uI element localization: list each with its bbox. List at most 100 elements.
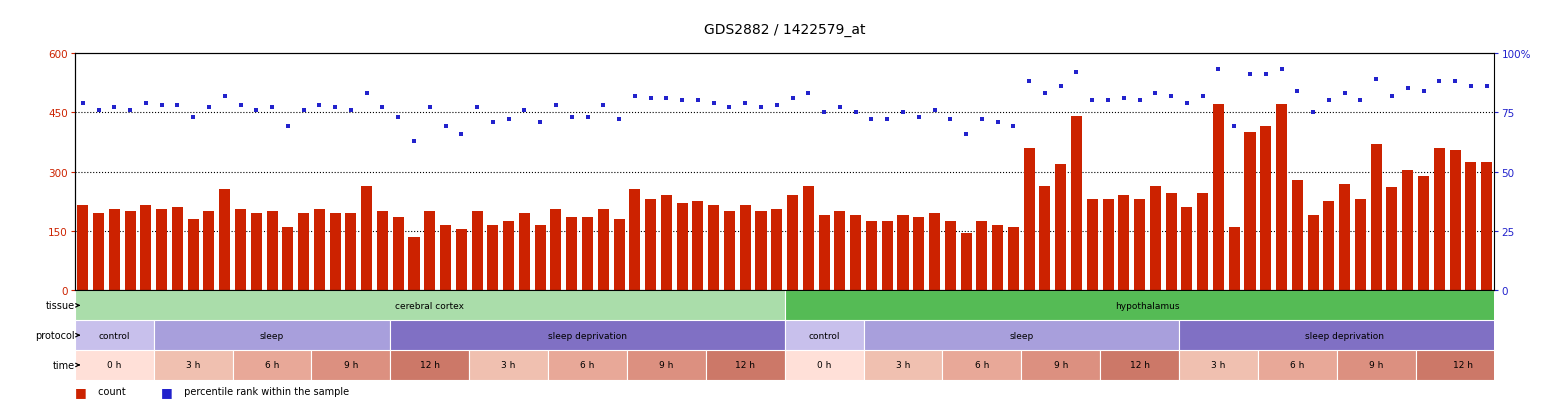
Bar xyxy=(1100,350,1179,380)
Bar xyxy=(1356,200,1367,291)
Text: time: time xyxy=(53,360,75,370)
Bar xyxy=(140,206,151,291)
Point xyxy=(1002,124,1026,131)
Point xyxy=(591,102,616,109)
Bar xyxy=(1181,208,1192,291)
Point xyxy=(654,95,679,102)
Text: 6 h: 6 h xyxy=(1290,361,1304,370)
Bar xyxy=(1008,228,1019,291)
Point xyxy=(1459,83,1484,90)
Point xyxy=(1332,91,1357,97)
Bar xyxy=(788,196,799,291)
Bar xyxy=(1055,164,1065,291)
Bar xyxy=(1023,149,1034,291)
Bar xyxy=(961,233,972,291)
Bar xyxy=(109,210,120,291)
Bar xyxy=(362,186,373,291)
Bar xyxy=(897,216,908,291)
Point xyxy=(449,131,474,138)
Point xyxy=(1474,83,1499,90)
Bar xyxy=(864,350,942,380)
Bar xyxy=(282,228,293,291)
Point xyxy=(401,138,426,145)
Bar xyxy=(785,320,864,350)
Point xyxy=(370,105,395,112)
Point xyxy=(243,107,268,114)
Text: 6 h: 6 h xyxy=(975,361,989,370)
Point xyxy=(1395,86,1420,93)
Bar xyxy=(566,218,577,291)
Bar xyxy=(1165,194,1176,291)
Bar xyxy=(409,237,420,291)
Text: 9 h: 9 h xyxy=(343,361,359,370)
Text: 6 h: 6 h xyxy=(580,361,594,370)
Bar xyxy=(1150,186,1161,291)
Bar xyxy=(440,225,451,291)
Text: sleep: sleep xyxy=(1009,331,1033,340)
Point xyxy=(150,102,175,109)
Point xyxy=(543,102,568,109)
Bar xyxy=(1197,194,1207,291)
Bar xyxy=(1103,200,1114,291)
Point xyxy=(323,105,348,112)
Bar xyxy=(1260,127,1271,291)
Bar xyxy=(1039,186,1050,291)
Bar xyxy=(548,350,627,380)
Bar xyxy=(913,218,924,291)
Point xyxy=(969,117,994,123)
Point xyxy=(558,114,583,121)
Bar xyxy=(1434,149,1445,291)
Bar xyxy=(613,220,624,291)
Text: 3 h: 3 h xyxy=(1211,361,1226,370)
Text: 3 h: 3 h xyxy=(501,361,516,370)
Point xyxy=(842,109,867,116)
Bar xyxy=(1119,196,1129,291)
Bar xyxy=(1418,176,1429,291)
Bar xyxy=(1179,350,1257,380)
Bar xyxy=(187,220,198,291)
Bar xyxy=(1338,184,1349,291)
Bar xyxy=(597,210,608,291)
Point xyxy=(339,107,363,114)
Point xyxy=(354,91,379,97)
Point xyxy=(1301,109,1326,116)
Bar xyxy=(677,204,688,291)
Point xyxy=(1159,93,1184,100)
Point xyxy=(906,114,931,121)
Bar xyxy=(708,206,719,291)
Text: 12 h: 12 h xyxy=(735,361,755,370)
Point xyxy=(181,114,206,121)
Bar xyxy=(390,350,470,380)
Text: percentile rank within the sample: percentile rank within the sample xyxy=(181,387,349,396)
Bar xyxy=(1072,117,1083,291)
Point xyxy=(1175,100,1200,107)
Point xyxy=(1427,79,1452,85)
Point xyxy=(1048,83,1073,90)
Bar xyxy=(627,350,705,380)
Bar xyxy=(629,190,640,291)
Text: sleep: sleep xyxy=(261,331,284,340)
Bar xyxy=(1087,200,1098,291)
Point xyxy=(1190,93,1215,100)
Point xyxy=(938,117,963,123)
Bar xyxy=(1449,150,1460,291)
Text: 3 h: 3 h xyxy=(895,361,909,370)
Point xyxy=(434,124,459,131)
Point xyxy=(1080,98,1104,104)
Bar xyxy=(487,225,498,291)
Point xyxy=(1317,98,1342,104)
Bar xyxy=(236,210,246,291)
Bar xyxy=(1257,350,1337,380)
Text: ■: ■ xyxy=(75,385,87,398)
Bar xyxy=(1276,105,1287,291)
Bar xyxy=(203,212,214,291)
Bar xyxy=(393,218,404,291)
Point xyxy=(576,114,601,121)
Bar xyxy=(930,214,941,291)
Bar xyxy=(835,212,846,291)
Point xyxy=(953,131,978,138)
Point xyxy=(733,100,758,107)
Text: 0 h: 0 h xyxy=(817,361,831,370)
Text: control: control xyxy=(98,331,129,340)
Point xyxy=(1348,98,1373,104)
